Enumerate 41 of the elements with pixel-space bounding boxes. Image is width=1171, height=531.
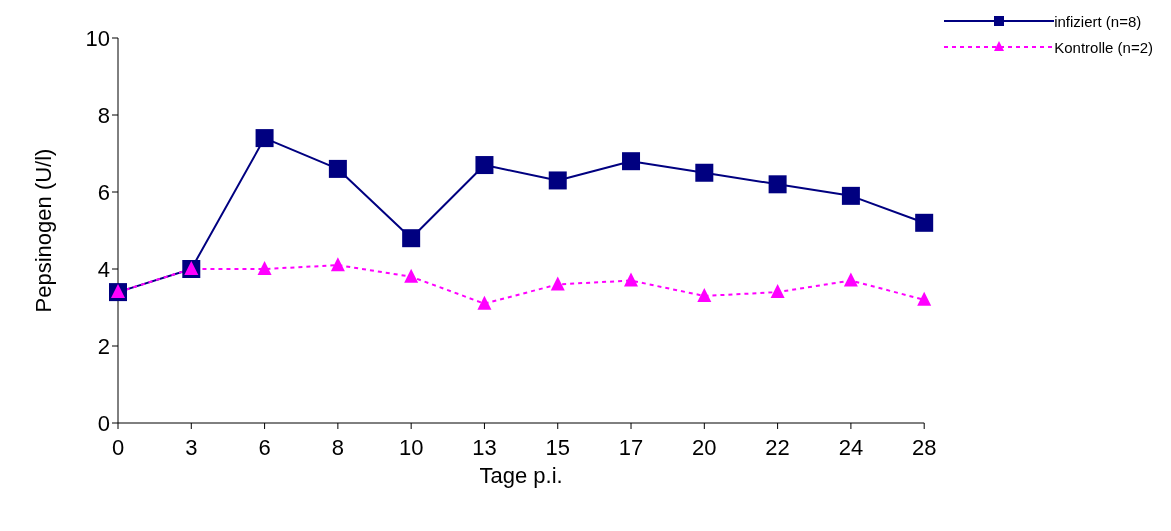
x-tick-label: 3 [185, 434, 198, 460]
point [843, 272, 858, 287]
x-tick-label: 15 [545, 434, 570, 460]
x-axis-title: Tage p.i. [479, 463, 563, 488]
point [257, 261, 272, 275]
x-tick-label: 17 [618, 434, 644, 460]
y-axis-title: Pepsinogen (U/l) [30, 148, 56, 313]
y-tick-label: 8 [97, 102, 110, 128]
point [402, 229, 421, 248]
point [841, 186, 860, 205]
point [917, 291, 932, 306]
point [477, 295, 492, 310]
point [330, 257, 345, 272]
point [624, 272, 639, 287]
text: Kontrolle (n=2) [1054, 38, 1153, 56]
y-tick-label: 2 [97, 333, 110, 359]
point [768, 175, 787, 194]
x-tick-label: 28 [911, 434, 937, 460]
point [915, 213, 934, 232]
y-tick-label: 10 [85, 25, 110, 51]
x-tick-label: 22 [765, 434, 790, 460]
point [622, 152, 641, 171]
point [255, 129, 274, 148]
x-tick-label: 24 [838, 434, 864, 460]
y-tick-label: 0 [97, 410, 110, 436]
point [404, 268, 419, 283]
point [550, 276, 565, 291]
point [770, 284, 785, 299]
y-tick-label: 6 [97, 179, 110, 205]
text: infiziert (n=8) [1054, 12, 1142, 30]
point [328, 159, 347, 178]
y-tick-label: 4 [97, 256, 110, 282]
x-tick-label: 8 [331, 434, 344, 460]
x-tick-label: 13 [472, 434, 497, 460]
x-tick-label: 20 [692, 434, 717, 460]
point [695, 163, 714, 182]
x-tick-label: 6 [258, 434, 271, 460]
point [697, 287, 712, 302]
x-tick-label: 10 [398, 434, 424, 460]
point [475, 156, 494, 175]
point [548, 171, 567, 190]
